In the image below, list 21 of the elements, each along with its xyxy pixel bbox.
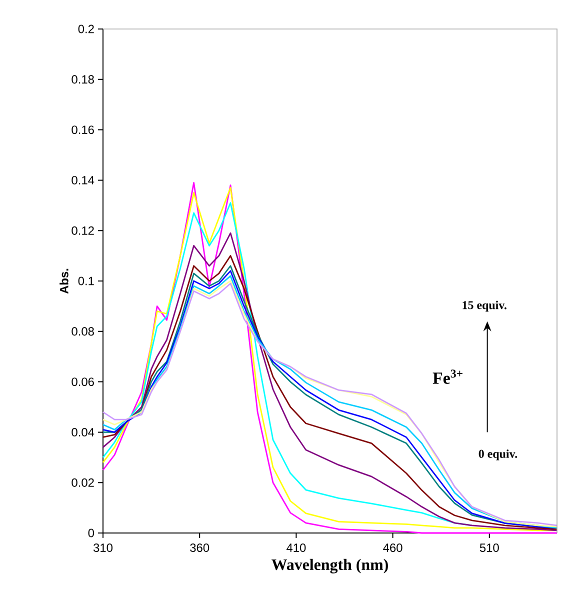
x-tick-label: 310 [93, 544, 113, 552]
y-tick-label: 0.18 [72, 75, 94, 84]
y-tick-label: 0.08 [72, 327, 94, 336]
y-tick-label: 0.14 [72, 176, 94, 184]
y-tick-label: 0 [88, 528, 94, 538]
y-tick-label: 0.12 [72, 226, 94, 235]
annotation: 0 equiv. [478, 449, 518, 460]
x-axis-title: Wavelength (nm) [272, 558, 388, 574]
x-tick-label: 410 [286, 544, 306, 552]
x-tick-label: 360 [190, 544, 210, 552]
y-tick-label: 0.1 [78, 276, 94, 286]
y-axis-title: Abs. [60, 268, 68, 294]
y-tick-label: 0.04 [72, 428, 94, 436]
y-tick-label: 0.2 [78, 24, 94, 34]
y-tick-label: 0.06 [72, 378, 94, 386]
annotation: Fe$^{3+}$ [432, 370, 462, 384]
x-tick-label: 510 [480, 544, 499, 552]
x-tick-label: 460 [383, 544, 402, 552]
y-tick-label: 0.16 [72, 126, 94, 134]
annotation: 15 equiv. [462, 300, 506, 312]
y-tick-label: 0.02 [72, 478, 94, 487]
